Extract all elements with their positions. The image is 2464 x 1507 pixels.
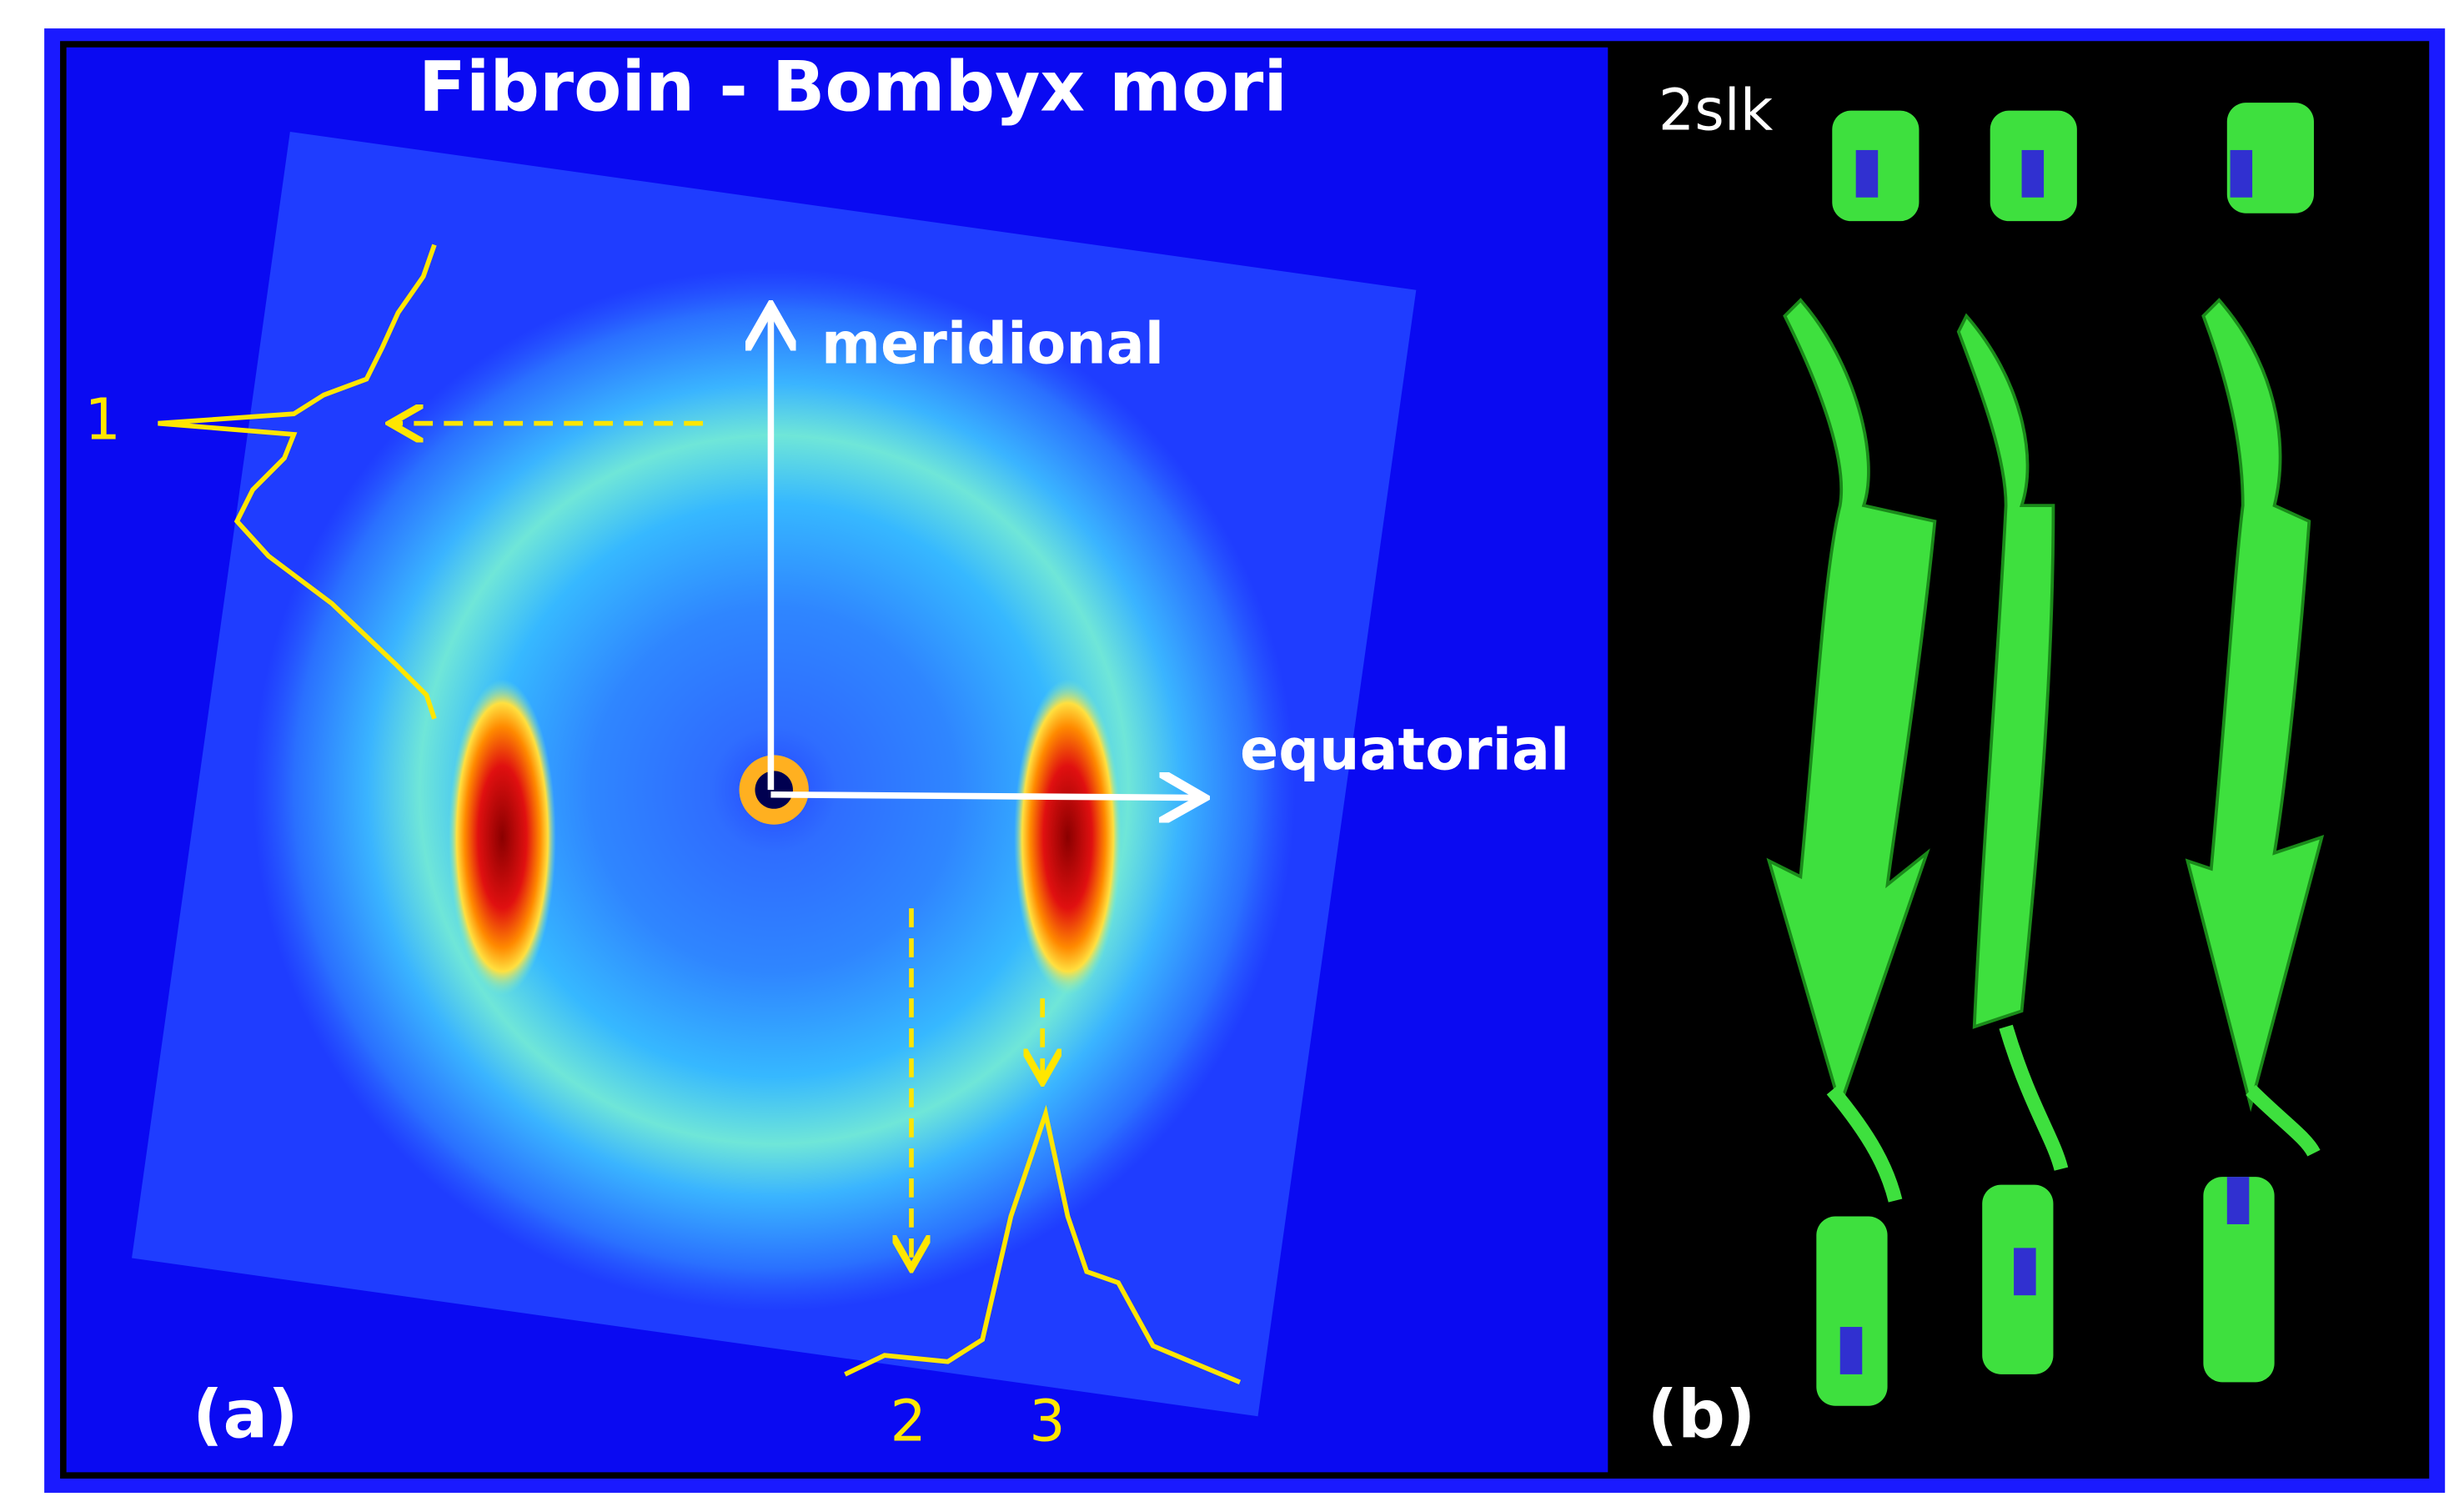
reflection (449, 679, 556, 996)
axis-label: meridional (821, 312, 1164, 378)
profile-label: 3 (1029, 1389, 1065, 1454)
title: Fibroin - Bombyx mori (419, 47, 1287, 128)
profile-label: 2 (891, 1389, 926, 1454)
panel-label: (a) (193, 1376, 298, 1454)
axis-label: equatorial (1240, 717, 1569, 783)
panel-label: (b) (1648, 1376, 1756, 1454)
profile-1 (158, 244, 437, 720)
side-chains (1816, 103, 2314, 1406)
pdb-id: 2slk (1659, 78, 1774, 143)
beta-sheet (1766, 298, 2325, 1203)
profile-label: 1 (85, 388, 121, 454)
profile-2-3 (844, 1104, 1242, 1384)
reflection (1014, 679, 1122, 996)
equatorial-arrow (770, 795, 1197, 798)
